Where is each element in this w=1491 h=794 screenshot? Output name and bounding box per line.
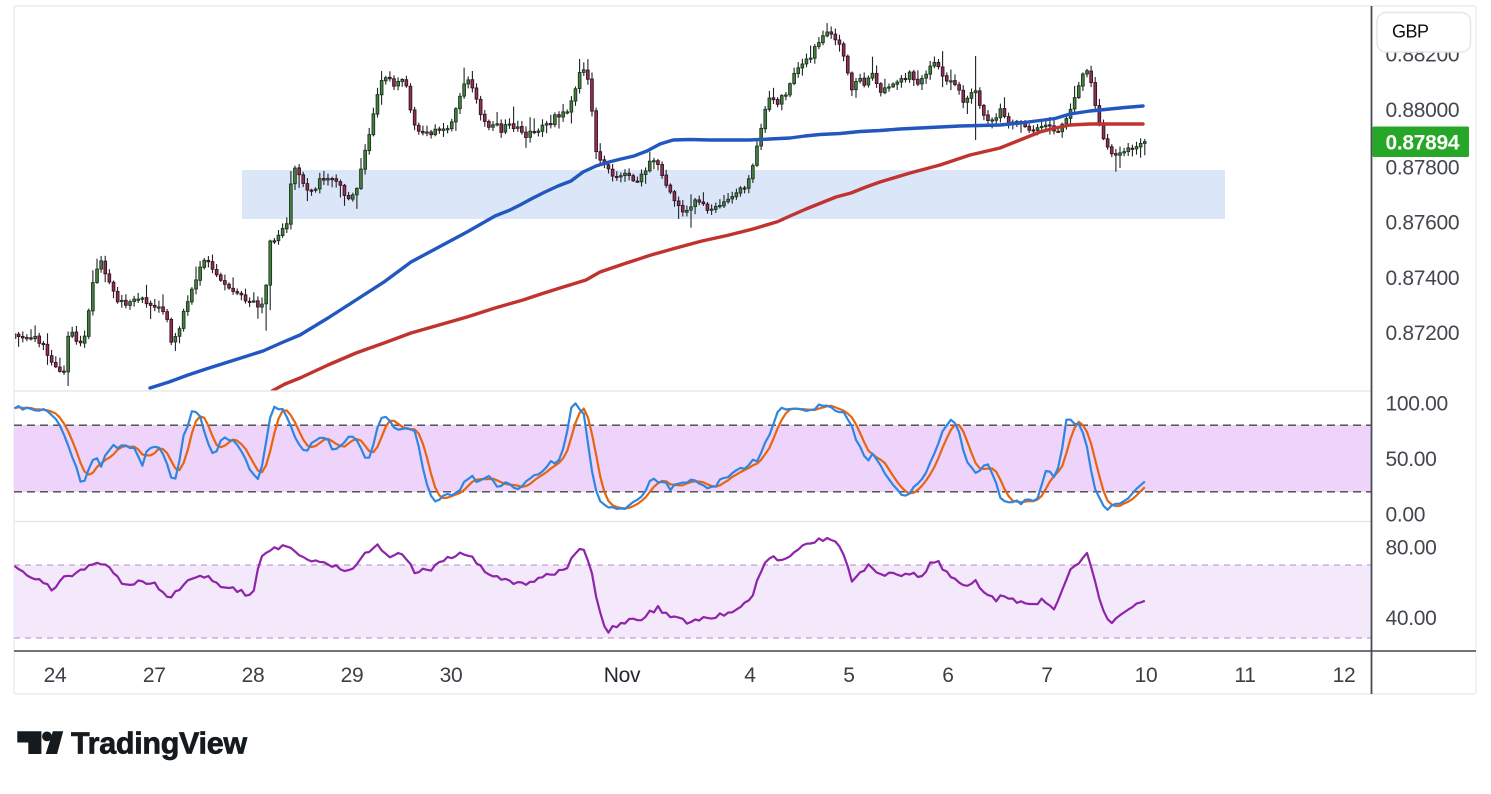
svg-text:10: 10 [1135, 664, 1158, 687]
svg-text:0.88000: 0.88000 [1386, 99, 1460, 122]
svg-text:24: 24 [44, 664, 67, 687]
svg-text:Nov: Nov [604, 664, 641, 687]
svg-text:0.87894: 0.87894 [1386, 131, 1460, 154]
svg-text:0.00: 0.00 [1386, 504, 1426, 527]
svg-text:0.87400: 0.87400 [1386, 267, 1460, 290]
svg-text:0.87200: 0.87200 [1386, 322, 1460, 345]
svg-text:TradingView: TradingView [71, 727, 247, 761]
svg-text:GBP: GBP [1392, 22, 1429, 42]
svg-text:7: 7 [1041, 664, 1052, 687]
svg-text:30: 30 [440, 664, 463, 687]
svg-text:4: 4 [744, 664, 756, 687]
svg-text:0.87800: 0.87800 [1386, 157, 1460, 180]
svg-text:27: 27 [143, 664, 166, 687]
svg-text:5: 5 [843, 664, 854, 687]
svg-text:100.00: 100.00 [1386, 393, 1448, 416]
svg-text:12: 12 [1333, 664, 1356, 687]
svg-text:28: 28 [242, 664, 265, 687]
svg-text:29: 29 [341, 664, 364, 687]
svg-text:40.00: 40.00 [1386, 607, 1437, 630]
svg-text:11: 11 [1234, 664, 1255, 687]
svg-text:6: 6 [942, 664, 953, 687]
svg-text:50.00: 50.00 [1386, 448, 1437, 471]
svg-text:0.87600: 0.87600 [1386, 211, 1460, 234]
svg-text:80.00: 80.00 [1386, 537, 1437, 560]
